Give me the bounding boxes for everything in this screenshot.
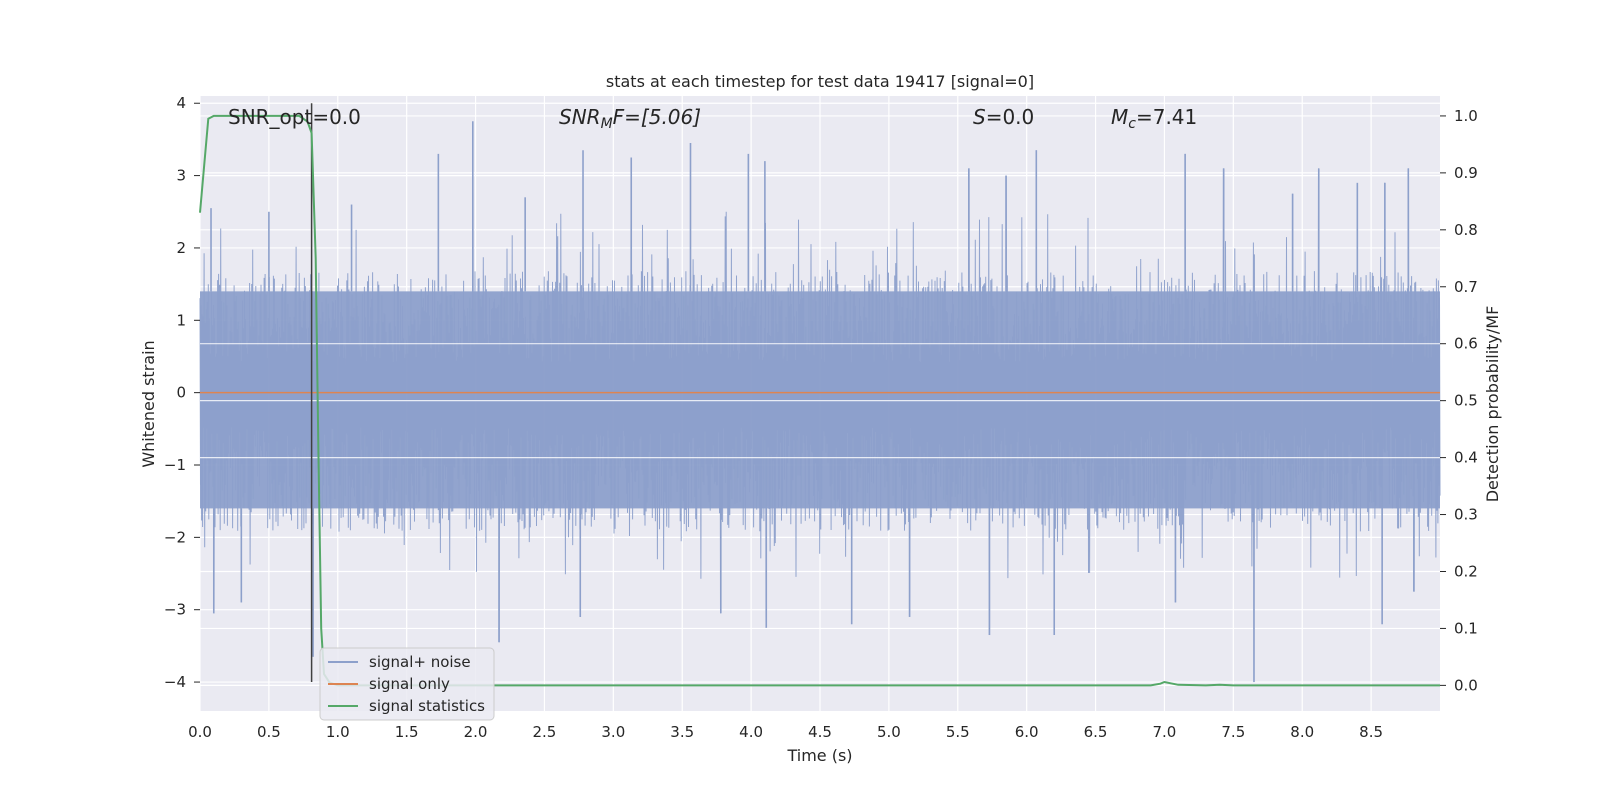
y-right-tick-label: 0.3 [1454,506,1478,524]
y-left-tick-label: 2 [176,239,186,257]
annotation-s: S=0.0 [973,105,1034,129]
y-left-tick-label: −4 [164,673,186,691]
chart-title: stats at each timestep for test data 194… [606,72,1034,91]
y-left-tick-label: 4 [176,94,186,112]
y-right-tick-label: 0.2 [1454,562,1478,580]
x-tick-label: 6.0 [1015,723,1039,741]
x-tick-label: 8.0 [1290,723,1314,741]
x-tick-label: 2.5 [533,723,557,741]
x-axis-ticks: 0.0 0.5 1.0 1.5 2.0 2.5 3.0 3.5 4.0 4.5 5.0 5.5 6.0 6… [188,723,1383,741]
x-tick-label: 7.0 [1153,723,1177,741]
y-right-tick-label: 0.4 [1454,449,1478,467]
x-tick-label: 8.5 [1359,723,1383,741]
annotation-snr-opt: SNR_opt=0.0 [228,105,361,129]
legend-box [319,647,495,721]
y-left-axis-label: Whitened strain [139,340,158,467]
y-right-tick-label: 0.6 [1454,335,1478,353]
y-right-axis-label: Detection probability/MF [1483,306,1502,503]
y-left-tick-label: −2 [164,528,186,546]
legend-label-signal-only: signal only [369,675,450,693]
y-left-tick-label: 1 [176,311,186,329]
x-tick-label: 5.0 [877,723,901,741]
x-tick-label: 1.0 [326,723,350,741]
x-tick-label: 3.0 [601,723,625,741]
signal-noise-series [199,121,1441,683]
x-tick-label: 0.5 [257,723,281,741]
y-right-tick-label: 1.0 [1454,107,1478,125]
annotation-snr-mf-sub: M [601,116,613,132]
y-left-tick-label: −3 [164,601,186,619]
y-right-tick-label: 0.9 [1454,164,1478,182]
annotation-mc-rest: =7.41 [1136,105,1197,129]
y-right-tick-label: 0.7 [1454,278,1478,296]
y-right-tick-label: 0.0 [1454,676,1478,694]
annotation-mc: Mc=7.41 [1111,105,1197,132]
annotation-mc-main: M [1111,105,1128,129]
annotation-snr-mf-rest: F=[5.06] [613,105,701,129]
legend-label-signal-noise: signal+ noise [369,653,471,671]
x-tick-label: 4.5 [808,723,832,741]
annotation-snr-mf-main: SNR [559,105,601,129]
y-right-axis-ticks: 1.0 0.9 0.8 0.7 0.6 0.5 0.4 0.3 0.2 0.1 0.0 [1440,107,1478,694]
y-right-tick-label: 0.8 [1454,221,1478,239]
x-tick-label: 1.5 [395,723,419,741]
annotation-snr-mf: SNRMF=[5.06] [559,105,701,132]
annotation-s-rest: =0.0 [986,105,1035,129]
x-axis-label: Time (s) [786,746,852,765]
x-tick-label: 3.5 [670,723,694,741]
x-tick-label: 7.5 [1221,723,1245,741]
y-left-tick-label: 0 [176,384,186,402]
annotation-s-main: S [973,105,986,129]
x-tick-label: 4.0 [739,723,763,741]
x-tick-label: 5.5 [946,723,970,741]
x-tick-label: 6.5 [1084,723,1108,741]
y-left-tick-label: 3 [176,167,186,185]
y-right-tick-label: 0.1 [1454,619,1478,637]
y-left-axis-ticks: 4 3 2 1 0 −1 −2 −3 −4 [164,94,200,691]
x-tick-label: 2.0 [464,723,488,741]
legend: signal+ noise signal only signal statist… [319,647,495,721]
signal-noise-band [200,291,1440,509]
y-right-tick-label: 0.5 [1454,392,1478,410]
x-tick-label: 0.0 [188,723,212,741]
y-left-tick-label: −1 [164,456,186,474]
legend-label-signal-statistics: signal statistics [369,697,485,715]
annotation-mc-sub: c [1128,116,1136,132]
